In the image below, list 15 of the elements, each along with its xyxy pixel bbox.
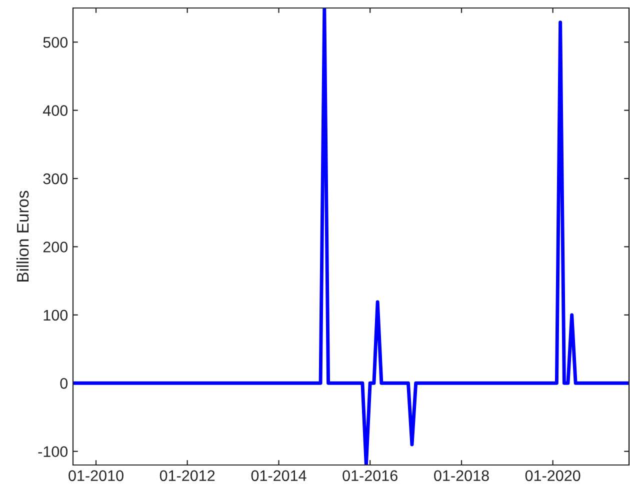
y-tick-label: 100 <box>44 310 68 321</box>
y-tick-label: 200 <box>43 242 68 252</box>
y-tick-label: 500 <box>43 36 68 48</box>
x-tick-label: 01-2010 <box>68 470 124 482</box>
x-tick-label: 01-2016 <box>342 470 398 482</box>
line-series <box>73 8 629 465</box>
y-tick-label: 400 <box>43 105 68 116</box>
y-tick-label: 300 <box>43 173 68 184</box>
x-tick-label: 01-2012 <box>160 470 215 482</box>
y-axis-title: Billion Euros <box>16 190 29 282</box>
x-tick-label: 01-2014 <box>251 470 306 482</box>
y-tick-label: -100 <box>38 446 68 458</box>
x-tick-label: 01-2018 <box>434 470 489 482</box>
y-tick-label: 0 <box>60 378 68 389</box>
x-tick-label: 01-2020 <box>525 470 580 482</box>
